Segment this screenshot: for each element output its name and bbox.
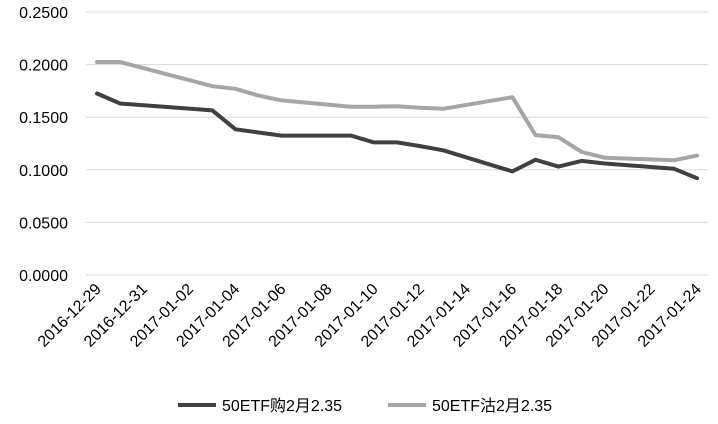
y-tick-label: 0.2000 <box>19 58 68 75</box>
legend-label-2: 50ETF沽2月2.35 <box>432 397 552 415</box>
y-tick-label: 0.1000 <box>19 163 68 180</box>
series-line-1 <box>95 91 699 181</box>
y-axis: 0.0000 0.0500 0.1000 0.1500 0.2000 0.2500 <box>19 5 68 285</box>
series-line-2 <box>95 60 699 163</box>
y-tick-label: 0.2500 <box>19 5 68 22</box>
y-tick-label: 0.1500 <box>19 110 68 127</box>
series-lines <box>95 60 699 181</box>
x-axis: 2016-12-292016-12-312017-01-022017-01-04… <box>35 274 708 351</box>
y-tick-label: 0.0000 <box>19 268 68 285</box>
legend-label-1: 50ETF购2月2.35 <box>222 397 342 415</box>
y-tick-label: 0.0500 <box>19 215 68 232</box>
legend: 50ETF购2月2.35 50ETF沽2月2.35 <box>178 397 552 415</box>
